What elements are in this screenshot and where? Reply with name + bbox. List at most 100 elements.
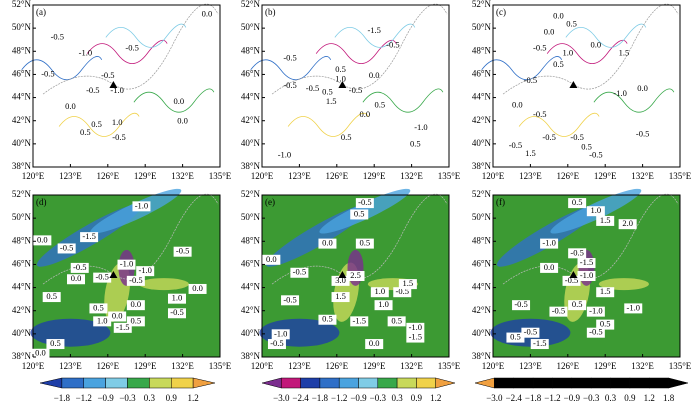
colorbar-label: −0.9	[97, 393, 114, 403]
contour-label: 0.5	[50, 338, 61, 348]
panel-label: (e)	[265, 197, 275, 207]
contour-label: -0.5	[589, 327, 602, 337]
contour-label: 0.0	[637, 83, 648, 93]
lon-tick-label: 126°E	[96, 361, 119, 371]
contour-label: 0.0	[202, 9, 213, 19]
label-box	[506, 332, 525, 343]
contour-label: 0.0	[37, 234, 48, 244]
border-line	[271, 3, 448, 95]
lat-tick-label: 38°N	[472, 161, 492, 171]
contour-line	[105, 23, 187, 48]
colorbar-label: 0.9	[166, 393, 178, 403]
contour-label: -0.5	[60, 242, 73, 252]
lon-tick-label: 126°E	[556, 361, 579, 371]
colorbar-cell	[435, 377, 456, 389]
label-box	[374, 300, 393, 311]
contour-label: -1.0	[278, 150, 291, 160]
map-background	[493, 5, 680, 167]
lat-tick-label: 52°N	[241, 0, 261, 9]
contour-label: -0.5	[533, 109, 546, 119]
lat-tick-label: 46°N	[472, 258, 492, 268]
lat-tick-label: 50°N	[241, 22, 261, 32]
panel-label: (f)	[496, 197, 505, 207]
colorbar-label: −0.3	[119, 393, 136, 403]
lon-tick-label: 126°E	[556, 171, 579, 181]
label-box	[46, 339, 65, 350]
label-box	[398, 279, 417, 290]
contour-label: 0.5	[374, 99, 385, 109]
label-box	[290, 267, 309, 278]
contour-label: 1.5	[326, 96, 337, 106]
label-box	[512, 300, 531, 311]
contour-label: -1.5	[82, 231, 95, 241]
contour-label: 0.5	[46, 291, 57, 301]
panel-label: (a)	[36, 7, 46, 17]
label-box	[577, 258, 596, 269]
border-line	[42, 3, 219, 95]
label-box	[370, 287, 389, 298]
label-box	[406, 332, 425, 343]
colorbar-cell	[590, 377, 611, 389]
lat-tick-label: 52°N	[241, 189, 261, 199]
lon-tick-label: 123°E	[519, 361, 542, 371]
map-frame	[32, 194, 221, 358]
contour-label: 0.0	[369, 338, 380, 348]
label-box	[331, 275, 350, 286]
contour-label: -0.5	[349, 85, 362, 95]
contour-label: 1.0	[172, 293, 183, 303]
label-box	[33, 235, 52, 246]
contour-label: -0.5	[101, 70, 114, 80]
contour-label: -0.5	[533, 43, 546, 53]
contour-label: 0.5	[131, 315, 142, 325]
colorbar-cell	[83, 377, 106, 389]
label-box	[167, 308, 186, 319]
contour-label: -0.5	[270, 338, 283, 348]
colorbar-cell	[300, 377, 321, 389]
colorbar-cell	[629, 377, 650, 389]
contour-label: 1.5	[525, 148, 536, 158]
lat-tick-label: 46°N	[241, 68, 261, 78]
label-box	[93, 272, 112, 283]
map-panel: (e) -0.50.00.50.0-0.50.52.53.01.01.5 -0.5-…	[241, 188, 461, 371]
lon-tick-label: 132°E	[400, 361, 423, 371]
colorbar-label: 1.8	[663, 393, 675, 403]
colorbar-cell	[261, 377, 282, 389]
contour-label: -0.5	[524, 327, 537, 337]
label-box	[568, 300, 587, 311]
label-box	[57, 243, 76, 254]
contour-label: -0.5	[570, 132, 583, 142]
contour-label: -0.5	[129, 275, 142, 285]
colorbar-cell	[105, 377, 128, 389]
contour-line	[58, 112, 140, 137]
lat-tick-label: 40°N	[12, 138, 32, 148]
colorbar-label: 1.2	[644, 393, 655, 403]
contour-label: -1.0	[414, 122, 427, 132]
label-box	[136, 266, 155, 277]
colorbar-cell	[39, 377, 63, 389]
lat-tick-label: 38°N	[241, 351, 261, 361]
contour-label: -1.5	[580, 257, 593, 267]
contour-label: -0.5	[386, 39, 399, 49]
contour-label: -1.5	[409, 332, 422, 342]
border-line	[502, 3, 679, 95]
contour-label: 0.0	[369, 70, 380, 80]
contour-label: -1.0	[542, 238, 555, 248]
label-box	[318, 238, 337, 249]
lat-tick-label: 48°N	[241, 235, 261, 245]
contour-label: -1.0	[79, 48, 92, 58]
colorbar-cell	[396, 377, 417, 389]
label-box	[618, 219, 637, 230]
contour-label: 1.0	[378, 299, 389, 309]
contour-line	[593, 88, 675, 113]
contour-line	[546, 39, 628, 64]
border-line	[502, 193, 679, 285]
contour-line	[565, 23, 647, 48]
lon-tick-label: 135°E	[669, 171, 692, 181]
lat-tick-label: 52°N	[472, 0, 492, 9]
lon-tick-label: 123°E	[288, 361, 311, 371]
label-box	[596, 215, 615, 226]
lon-tick-label: 120°E	[251, 361, 274, 371]
contour-label: 1.5	[403, 278, 414, 288]
colorbar-cell	[668, 377, 689, 389]
contour-label: 0.5	[391, 315, 402, 325]
